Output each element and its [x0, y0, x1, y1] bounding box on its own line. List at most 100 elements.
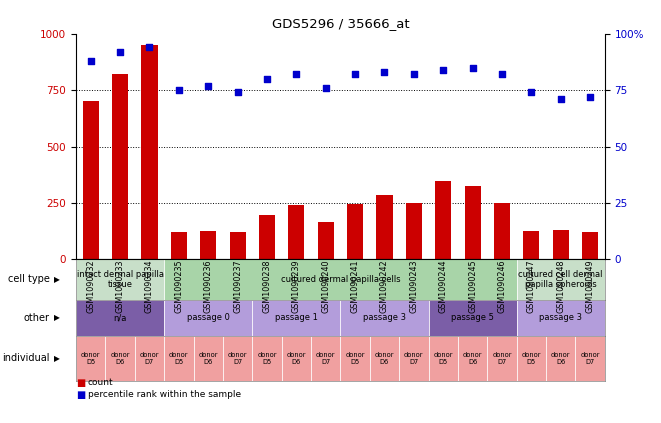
Point [262, 76, 272, 82]
Bar [428, 300, 517, 336]
Point [115, 49, 126, 55]
Bar [524, 231, 539, 259]
Bar [494, 203, 510, 259]
Text: ▶: ▶ [54, 275, 60, 284]
Bar [517, 336, 546, 381]
Text: donor
D5: donor D5 [169, 352, 188, 365]
Text: GSM1090234: GSM1090234 [145, 259, 154, 313]
Bar [517, 259, 605, 300]
Bar [347, 204, 363, 259]
Text: GDS5296 / 35666_at: GDS5296 / 35666_at [272, 16, 409, 30]
Point [379, 69, 390, 76]
Bar [399, 336, 428, 381]
Point [291, 71, 301, 78]
Text: GSM1090240: GSM1090240 [321, 259, 330, 313]
Bar [576, 336, 605, 381]
Text: donor
D6: donor D6 [463, 352, 483, 365]
Text: donor
D7: donor D7 [492, 352, 512, 365]
Bar [259, 215, 275, 259]
Text: GSM1090248: GSM1090248 [557, 259, 565, 313]
Text: cultured dermal papilla cells: cultured dermal papilla cells [281, 275, 400, 284]
Point [585, 93, 596, 100]
Text: GSM1090244: GSM1090244 [439, 259, 447, 313]
Text: donor
D6: donor D6 [110, 352, 130, 365]
Bar [76, 259, 164, 300]
Bar [164, 336, 194, 381]
Bar [76, 300, 164, 336]
Text: donor
D5: donor D5 [434, 352, 453, 365]
Text: ■: ■ [76, 378, 85, 388]
Text: GSM1090238: GSM1090238 [262, 259, 272, 313]
Text: GSM1090249: GSM1090249 [586, 259, 595, 313]
Text: donor
D7: donor D7 [404, 352, 424, 365]
Bar [105, 336, 135, 381]
Bar [340, 336, 369, 381]
Bar [553, 230, 569, 259]
Point [408, 71, 419, 78]
Text: GSM1090233: GSM1090233 [116, 259, 124, 313]
Bar [171, 232, 187, 259]
Point [321, 85, 331, 91]
Bar [164, 259, 517, 300]
Text: donor
D5: donor D5 [81, 352, 100, 365]
Bar [76, 336, 105, 381]
Text: donor
D6: donor D6 [375, 352, 394, 365]
Bar [112, 74, 128, 259]
Bar [582, 232, 598, 259]
Bar [164, 300, 253, 336]
Text: intact dermal papilla
tissue: intact dermal papilla tissue [77, 270, 163, 289]
Bar [200, 231, 216, 259]
Text: cell type: cell type [8, 275, 50, 285]
Text: donor
D5: donor D5 [345, 352, 365, 365]
Text: other: other [24, 313, 50, 323]
Text: GSM1090246: GSM1090246 [498, 259, 506, 313]
Text: passage 1: passage 1 [275, 313, 318, 322]
Text: GSM1090245: GSM1090245 [468, 259, 477, 313]
Bar [135, 336, 164, 381]
Bar [435, 181, 451, 259]
Text: individual: individual [2, 353, 50, 363]
Bar [340, 300, 428, 336]
Bar [83, 102, 98, 259]
Bar [311, 336, 340, 381]
Bar [282, 336, 311, 381]
Text: donor
D7: donor D7 [316, 352, 336, 365]
Point [174, 87, 184, 93]
Text: GSM1090239: GSM1090239 [292, 259, 301, 313]
Text: count: count [88, 379, 114, 387]
Text: GSM1090237: GSM1090237 [233, 259, 242, 313]
Text: passage 3: passage 3 [539, 313, 582, 322]
Point [144, 44, 155, 51]
Text: GSM1090247: GSM1090247 [527, 259, 536, 313]
Point [85, 58, 96, 64]
Bar [546, 336, 576, 381]
Text: ▶: ▶ [54, 354, 60, 363]
Point [526, 89, 537, 96]
Text: GSM1090235: GSM1090235 [175, 259, 183, 313]
Bar [376, 195, 393, 259]
Bar [517, 300, 605, 336]
Text: donor
D7: donor D7 [228, 352, 247, 365]
Point [203, 82, 214, 89]
Text: cultured cell dermal
papilla spheroids: cultured cell dermal papilla spheroids [518, 270, 603, 289]
Text: passage 3: passage 3 [363, 313, 406, 322]
Text: GSM1090236: GSM1090236 [204, 259, 213, 313]
Text: donor
D6: donor D6 [198, 352, 218, 365]
Bar [223, 336, 253, 381]
Text: GSM1090241: GSM1090241 [350, 259, 360, 313]
Text: donor
D5: donor D5 [522, 352, 541, 365]
Text: passage 0: passage 0 [187, 313, 229, 322]
Point [555, 96, 566, 102]
Bar [318, 222, 334, 259]
Point [467, 64, 478, 71]
Bar [141, 45, 157, 259]
Text: GSM1090243: GSM1090243 [409, 259, 418, 313]
Bar [253, 336, 282, 381]
Text: GSM1090242: GSM1090242 [380, 259, 389, 313]
Text: donor
D7: donor D7 [139, 352, 159, 365]
Text: donor
D7: donor D7 [580, 352, 600, 365]
Text: GSM1090232: GSM1090232 [86, 259, 95, 313]
Point [438, 66, 449, 73]
Point [232, 89, 243, 96]
Bar [194, 336, 223, 381]
